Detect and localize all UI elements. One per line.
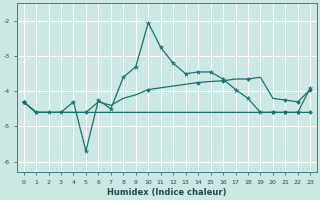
X-axis label: Humidex (Indice chaleur): Humidex (Indice chaleur) <box>107 188 227 197</box>
